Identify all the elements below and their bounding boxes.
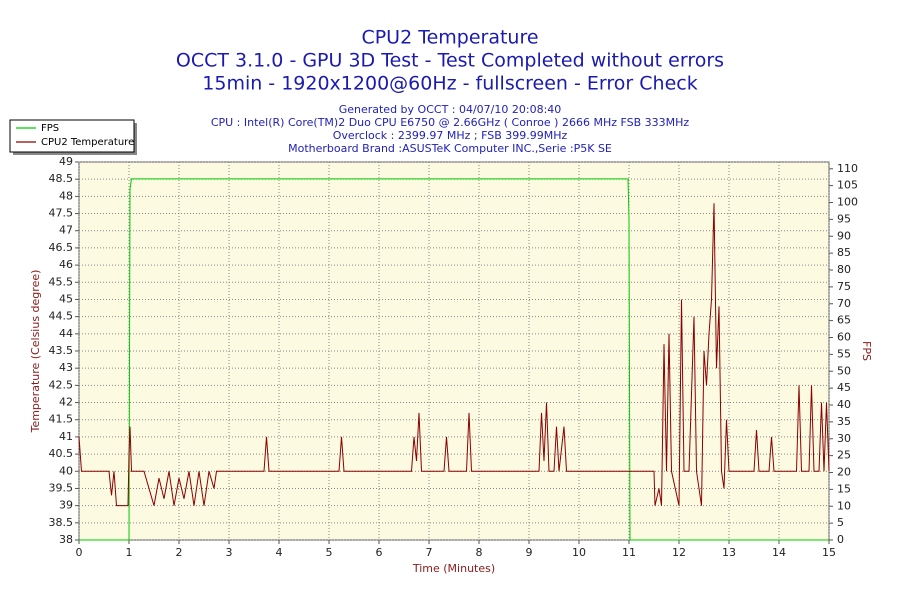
x-axis-label: Time (Minutes) <box>412 562 495 575</box>
y-tick-label: 47.5 <box>49 207 74 220</box>
y-tick-label: 41 <box>59 430 73 443</box>
x-tick-label: 8 <box>476 546 483 559</box>
series-line <box>79 178 829 541</box>
y2-tick-label: 5 <box>837 516 844 529</box>
info-line: Overclock : 2399.97 MHz ; FSB 399.99MHz <box>333 129 568 142</box>
y-tick-label: 48 <box>59 189 73 202</box>
legend-label: CPU2 Temperature <box>41 137 134 148</box>
y2-tick-label: 75 <box>837 280 851 293</box>
y2-tick-label: 100 <box>837 196 858 209</box>
y2-tick-label: 25 <box>837 449 851 462</box>
y2-tick-label: 20 <box>837 466 851 479</box>
x-tick-label: 5 <box>326 546 333 559</box>
legend-label: FPS <box>41 123 59 134</box>
y-tick-label: 45 <box>59 292 73 305</box>
y2-tick-label: 70 <box>837 297 851 310</box>
x-tick-label: 14 <box>772 546 786 559</box>
subtitle: OCCT 3.1.0 - GPU 3D Test - Test Complete… <box>176 50 724 72</box>
x-tick-label: 3 <box>226 546 233 559</box>
y-tick-label: 43 <box>59 361 73 374</box>
legend <box>9 119 135 153</box>
y-tick-label: 38.5 <box>49 516 74 529</box>
y2-axis-label: FPS <box>860 341 873 361</box>
y2-tick-label: 105 <box>837 179 858 192</box>
y2-tick-label: 30 <box>837 432 851 445</box>
y2-tick-label: 10 <box>837 499 851 512</box>
x-tick-label: 10 <box>572 546 586 559</box>
y2-tick-label: 15 <box>837 482 851 495</box>
x-tick-label: 11 <box>622 546 636 559</box>
x-tick-label: 13 <box>722 546 736 559</box>
x-tick-label: 6 <box>376 546 383 559</box>
y-tick-label: 45.5 <box>49 275 74 288</box>
x-tick-label: 0 <box>76 546 83 559</box>
y-tick-label: 43.5 <box>49 344 74 357</box>
y-tick-label: 38 <box>59 533 73 546</box>
y-tick-label: 49 <box>59 155 73 168</box>
x-tick-label: 2 <box>176 546 183 559</box>
y-tick-label: 48.5 <box>49 172 74 185</box>
y2-tick-label: 55 <box>837 347 851 360</box>
y2-tick-label: 50 <box>837 364 851 377</box>
y2-tick-label: 35 <box>837 415 851 428</box>
y2-tick-label: 0 <box>837 533 844 546</box>
y-tick-label: 46.5 <box>49 241 74 254</box>
y-tick-label: 46 <box>59 258 73 271</box>
y-tick-label: 44 <box>59 327 73 340</box>
y2-tick-label: 40 <box>837 398 851 411</box>
y2-tick-label: 45 <box>837 381 851 394</box>
info-line: Motherboard Brand :ASUSTeK Computer INC.… <box>288 142 612 155</box>
y-tick-label: 42.5 <box>49 378 74 391</box>
y-tick-label: 44.5 <box>49 310 74 323</box>
info-line: Generated by OCCT : 04/07/10 20:08:40 <box>339 103 562 116</box>
info-line: CPU : Intel(R) Core(TM)2 Duo CPU E6750 @… <box>211 116 690 129</box>
x-tick-label: 15 <box>822 546 836 559</box>
y2-tick-label: 60 <box>837 331 851 344</box>
x-tick-label: 4 <box>276 546 283 559</box>
chart-title: CPU2 Temperature <box>361 27 538 49</box>
x-tick-label: 9 <box>526 546 533 559</box>
y2-tick-label: 110 <box>837 162 858 175</box>
y-tick-label: 40 <box>59 464 73 477</box>
y-tick-label: 39 <box>59 499 73 512</box>
x-tick-label: 1 <box>126 546 133 559</box>
x-tick-label: 7 <box>426 546 433 559</box>
y-tick-label: 42 <box>59 396 73 409</box>
y2-tick-label: 65 <box>837 314 851 327</box>
y2-tick-label: 90 <box>837 229 851 242</box>
series-line <box>78 203 830 507</box>
y-tick-label: 39.5 <box>49 481 74 494</box>
y2-tick-label: 80 <box>837 263 851 276</box>
subtitle: 15min - 1920x1200@60Hz - fullscreen - Er… <box>202 73 697 95</box>
y-tick-label: 40.5 <box>49 447 74 460</box>
y-axis-label: Temperature (Celsius degree) <box>29 270 42 434</box>
x-tick-label: 12 <box>672 546 686 559</box>
y-tick-label: 47 <box>59 224 73 237</box>
y2-tick-label: 95 <box>837 212 851 225</box>
y-tick-label: 41.5 <box>49 413 74 426</box>
y2-tick-label: 85 <box>837 246 851 259</box>
